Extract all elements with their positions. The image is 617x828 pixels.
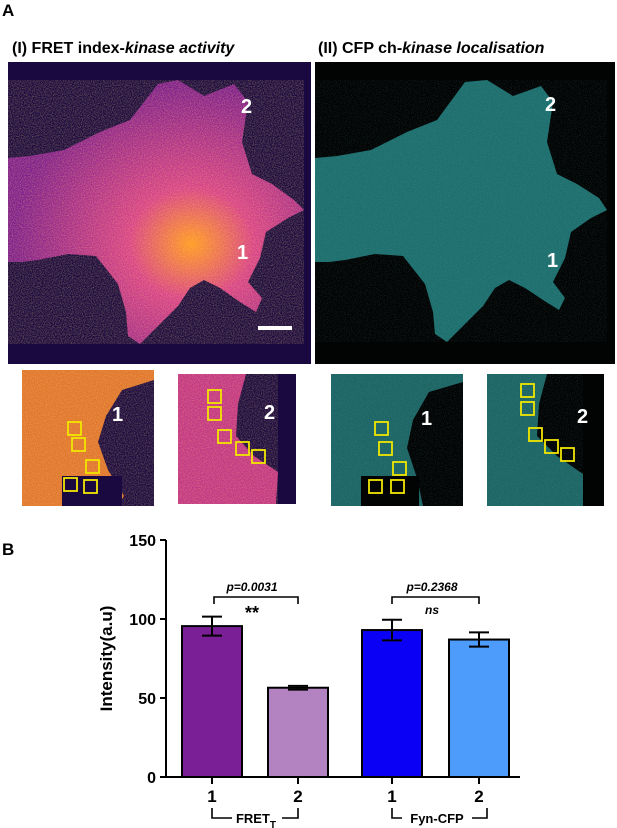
fret-inset-1: 1 [22,370,154,506]
fret-inset-roi-2: 2 [264,402,276,424]
x-tick-label: 2 [293,787,302,806]
panel-title-cfp: (II) CFP ch-kinase localisation [318,40,544,58]
group-label-fret: FRETT [236,811,276,828]
cfp-main-roi-1: 1 [547,250,559,272]
y-axis-label: Intensity(a.u) [97,606,116,712]
chart-axes: 0 50 100 150 Intensity(a.u) 1 2 1 2 [97,533,520,806]
cfp-inset-roi-2: 2 [577,406,589,428]
group-label-fret-sub: T [270,820,276,828]
fret-inset-2: 2 [178,374,296,504]
x-tick-label: 2 [474,787,483,806]
roi-boxes [63,421,100,494]
pvalue-left: p=0.0031 [225,580,277,594]
cfp-main-image: 2 1 [315,62,615,364]
panel-title-fret: (I) FRET index-kinase activity [12,40,234,58]
fret-inset-roi-1: 1 [112,404,124,426]
bracket-right [391,596,480,604]
panel-title-cfp-italic: kinase localisation [402,40,545,57]
significance-left: ** [245,603,259,623]
y-tick-label: 50 [138,691,156,708]
significance-right: ns [425,603,439,617]
bracket-left [213,596,299,604]
bar-chart: 0 50 100 150 Intensity(a.u) 1 2 1 2 p=0.0031 p=0… [97,533,520,828]
chart-bars [181,615,510,778]
bar-FRET_T-1 [181,625,243,778]
group-label-fyn: Fyn-CFP [410,811,464,826]
panel-a-letter: A [2,1,15,20]
fret-main-image: 2 1 [8,62,311,364]
fret-main-roi-2: 2 [241,96,253,118]
y-tick-label: 0 [147,770,156,787]
panel-b-letter: B [2,540,15,559]
group-label-fret-main: FRET [236,811,270,826]
group-bracket-left [211,808,299,819]
y-tick-label: 150 [129,533,156,550]
y-tick-label: 100 [129,612,156,629]
panel-title-fret-plain: (I) FRET index- [12,40,125,57]
x-tick-label: 1 [207,787,216,806]
x-tick-label: 1 [387,787,396,806]
fret-main-roi-1: 1 [237,242,249,264]
bar-Fyn-CFP-1 [361,629,423,778]
cfp-inset-roi-1: 1 [421,408,433,430]
panel-title-fret-italic: kinase activity [124,40,235,57]
chart-annotations: p=0.0031 p=0.2368 ** ns FRETT Fyn-CFP [211,580,488,828]
cfp-main-roi-2: 2 [545,94,557,116]
cfp-inset-1: 1 [331,374,463,506]
group-bracket-right [391,808,488,819]
scale-bar [258,326,292,330]
pvalue-right: p=0.2368 [405,580,457,594]
panel-title-cfp-plain: (II) CFP ch- [318,40,403,57]
bar-Fyn-CFP-2 [448,638,510,778]
cfp-inset-2: 2 [487,374,604,506]
bar-FRET_T-2 [267,686,329,778]
